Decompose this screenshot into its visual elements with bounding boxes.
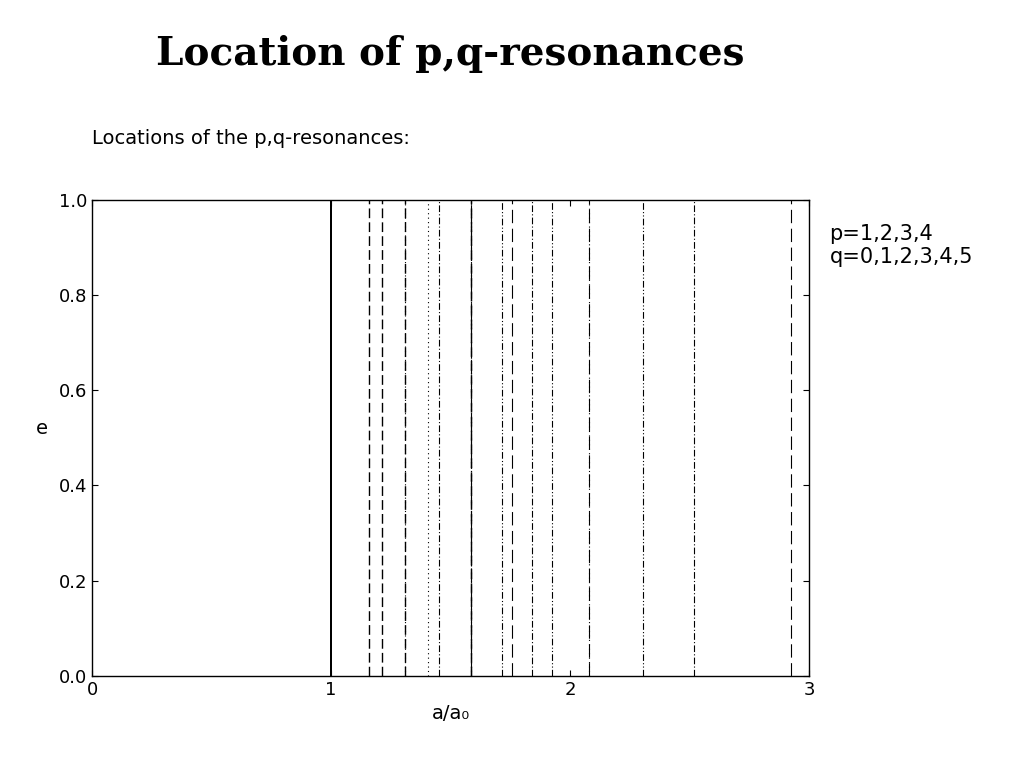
Text: Location of p,q-resonances: Location of p,q-resonances [157, 35, 744, 73]
Text: Locations of the p,q-resonances:: Locations of the p,q-resonances: [92, 129, 410, 147]
Y-axis label: e: e [36, 419, 48, 438]
Text: p=1,2,3,4
q=0,1,2,3,4,5: p=1,2,3,4 q=0,1,2,3,4,5 [829, 224, 973, 267]
X-axis label: a/a₀: a/a₀ [431, 704, 470, 723]
